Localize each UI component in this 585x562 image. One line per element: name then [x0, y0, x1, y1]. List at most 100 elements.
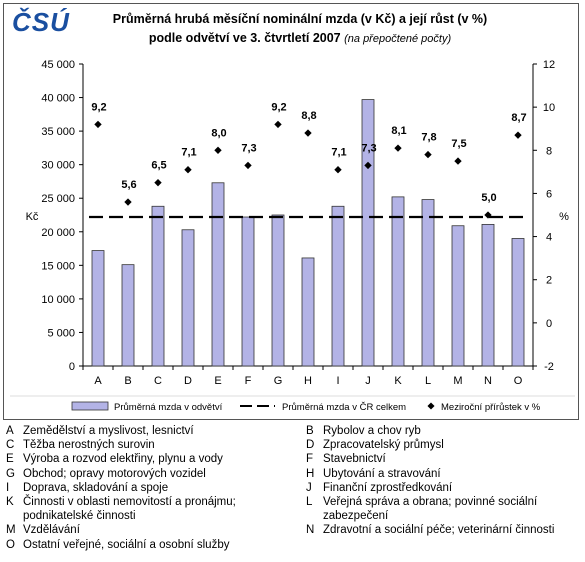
- y-axis-label-left: Kč: [26, 211, 39, 223]
- y-tick-label-right: 2: [546, 275, 552, 287]
- growth-label: 8,1: [391, 125, 406, 137]
- sector-code: E: [6, 453, 14, 466]
- chart-title: Průměrná hrubá měsíční nominální mzda (v…: [113, 12, 487, 26]
- growth-label: 7,3: [241, 142, 256, 154]
- bar: [181, 229, 195, 367]
- sector-code: O: [6, 538, 15, 551]
- sector-code: A: [6, 425, 14, 437]
- sector-entry: B Rybolov a chov ryb: [306, 424, 581, 438]
- sector-entry: F Stavebnictví: [306, 452, 581, 466]
- y-tick-label-right: 12: [543, 59, 555, 71]
- bar: [361, 99, 375, 367]
- legend-swatch-marker: [427, 402, 435, 410]
- sector-code: K: [6, 496, 14, 509]
- subtitle-main: podle odvětví ve 3. čtvrtletí 2007: [149, 31, 344, 45]
- growth-label: 7,3: [361, 142, 376, 154]
- y-tick-label-left: 30 000: [41, 160, 75, 172]
- y-tick-label-right: 0: [546, 318, 552, 330]
- bar: [331, 205, 345, 367]
- growth-label: 6,5: [151, 160, 166, 172]
- growth-label: 8,0: [211, 127, 226, 139]
- sector-description: Vzdělávání: [23, 524, 80, 537]
- y-tick-label-left: 45 000: [41, 59, 75, 71]
- legend-label-marker: Meziroční přírůstek v %: [441, 402, 541, 413]
- y-tick-label-left: 20 000: [41, 227, 75, 239]
- growth-marker: [334, 166, 342, 174]
- y-tick-label-left: 35 000: [41, 126, 75, 138]
- growth-label: 7,5: [451, 138, 466, 150]
- bar: [451, 225, 465, 367]
- sector-description: Veřejná správa a obrana; povinné sociáln…: [323, 496, 538, 523]
- x-tick-label: K: [394, 375, 402, 387]
- growth-label: 5,0: [481, 192, 496, 204]
- subtitle-note: (na přepočtené počty): [344, 33, 451, 45]
- sector-description: Výroba a rozvod elektřiny, plynu a vody: [23, 453, 223, 466]
- x-tick-label: E: [214, 375, 221, 387]
- y-tick-label-right: 6: [546, 188, 552, 200]
- x-tick-label: D: [184, 375, 192, 387]
- sector-code: H: [306, 467, 315, 480]
- x-tick-label: G: [274, 375, 283, 387]
- sector-row: O Ostatní veřejné, sociální a osobní služ…: [6, 538, 581, 552]
- sector-code: I: [6, 481, 10, 494]
- sector-code: D: [306, 439, 315, 452]
- sector-description: Činnosti v oblasti nemovitostí a pronájm…: [23, 496, 236, 523]
- sector-entry: I Doprava, skladování a spoje: [6, 481, 306, 495]
- sector-entry: N Zdravotní a sociální péče; veterinární …: [306, 523, 581, 537]
- growth-marker: [484, 211, 492, 219]
- growth-marker: [94, 120, 102, 129]
- sector-description: Rybolov a chov ryb: [323, 425, 421, 437]
- growth-marker: [304, 129, 312, 137]
- x-tick-label: M: [453, 375, 462, 387]
- sector-entry: K Činnosti v oblasti nemovitostí a pronáj…: [6, 495, 306, 523]
- bar: [511, 238, 525, 367]
- sector-description: Stavebnictví: [323, 453, 386, 466]
- bar: [121, 264, 135, 367]
- sector-entry: C Těžba nerostných surovin: [6, 438, 306, 452]
- growth-label: 8,7: [511, 112, 526, 124]
- y-tick-label-right: 4: [546, 232, 552, 244]
- y-tick-label-left: 15 000: [41, 260, 75, 272]
- sector-entry: J Finanční zprostředkování: [306, 481, 581, 495]
- bar: [271, 214, 285, 367]
- y-tick-label-right: 10: [543, 102, 555, 114]
- growth-marker: [244, 161, 252, 170]
- growth-marker: [454, 157, 462, 165]
- growth-label: 7,8: [421, 132, 436, 144]
- y-tick-label-left: 40 000: [41, 93, 75, 105]
- sector-description: Zdravotní a sociální péče; veterinární č…: [323, 524, 555, 537]
- sector-row: M Vzdělávání N Zdravotní a sociální péče; v…: [6, 523, 581, 537]
- sector-code: B: [306, 425, 314, 437]
- growth-label: 5,6: [121, 179, 136, 191]
- bar: [391, 196, 405, 367]
- sector-code: C: [6, 439, 15, 452]
- growth-marker: [124, 198, 132, 206]
- chart-subtitle: podle odvětví ve 3. čtvrtletí 2007 (na p…: [149, 31, 452, 45]
- y-tick-label-left: 25 000: [41, 193, 75, 205]
- sector-entry: D Zpracovatelský průmysl: [306, 438, 581, 452]
- growth-marker: [394, 144, 402, 152]
- sector-code: J: [306, 481, 312, 494]
- x-tick-label: N: [484, 375, 492, 387]
- sector-row: G Obchod; opravy motorových vozidel H Ubyto…: [6, 467, 581, 481]
- bar: [211, 182, 225, 367]
- x-tick-label: B: [124, 375, 131, 387]
- sector-entry: L Veřejná správa a obrana; povinné sociál…: [306, 495, 581, 523]
- sector-code: G: [6, 467, 15, 480]
- x-tick-label: L: [425, 375, 431, 387]
- x-tick-label: F: [245, 375, 252, 387]
- sector-code: N: [306, 524, 315, 537]
- growth-label: 8,8: [301, 110, 316, 122]
- growth-marker: [154, 178, 162, 187]
- sector-code: [306, 538, 323, 552]
- sector-entry: [306, 538, 581, 552]
- x-tick-label: A: [94, 375, 102, 387]
- sector-row: K Činnosti v oblasti nemovitostí a pronáj…: [6, 495, 581, 523]
- growth-label: 9,2: [91, 101, 106, 113]
- sector-row: I Doprava, skladování a spoje J Finanční zp…: [6, 481, 581, 495]
- bar: [301, 257, 315, 367]
- y-tick-label-right: -2: [544, 361, 554, 373]
- x-tick-label: C: [154, 375, 162, 387]
- legend-swatch-bar: [71, 401, 109, 411]
- sector-description: Zpracovatelský průmysl: [323, 439, 444, 452]
